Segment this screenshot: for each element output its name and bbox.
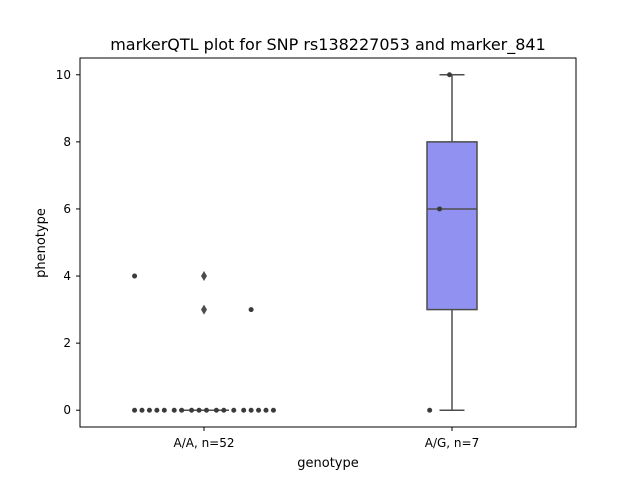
strip-point — [161, 407, 167, 413]
outlier-marker — [201, 304, 207, 315]
strip-point — [231, 407, 237, 413]
strip-point — [221, 407, 227, 413]
y-axis-label: phenotype — [34, 208, 49, 278]
box-2 — [426, 141, 478, 311]
x-axis-label: genotype — [297, 456, 358, 471]
y-axis: 0 2 4 6 8 10 — [56, 68, 80, 417]
strip-point — [248, 407, 254, 413]
y-tick-label: 4 — [63, 269, 71, 283]
outlier-marker — [201, 271, 207, 282]
strip-point — [146, 407, 152, 413]
y-tick-label: 0 — [63, 403, 71, 417]
plot-frame — [79, 57, 577, 428]
strip-point — [139, 407, 145, 413]
strip-point — [256, 407, 262, 413]
strip-point — [213, 407, 219, 413]
x-tick-label: A/A, n=52 — [173, 436, 234, 450]
x-tick-label: A/G, n=7 — [425, 436, 479, 450]
strip-point — [241, 407, 247, 413]
y-tick-label: 10 — [56, 68, 71, 82]
strip-point — [270, 407, 276, 413]
y-tick-label: 6 — [63, 202, 71, 216]
strip-point — [179, 407, 185, 413]
strip-point — [132, 273, 138, 279]
strip-point — [248, 307, 254, 313]
y-tick-label: 8 — [63, 135, 71, 149]
strip-point — [427, 407, 433, 413]
strip-point — [171, 407, 177, 413]
chart-title: markerQTL plot for SNP rs138227053 and m… — [110, 35, 546, 55]
y-tick-label: 2 — [63, 336, 71, 350]
strip-point — [154, 407, 160, 413]
x-axis: A/A, n=52 A/G, n=7 — [173, 427, 479, 450]
strip-point — [132, 407, 138, 413]
strip-point — [437, 206, 443, 212]
strip-point — [196, 407, 202, 413]
strip-point — [203, 407, 209, 413]
plot-area — [132, 72, 478, 413]
strip-point — [447, 72, 453, 78]
strip-point — [263, 407, 269, 413]
strip-point — [189, 407, 195, 413]
